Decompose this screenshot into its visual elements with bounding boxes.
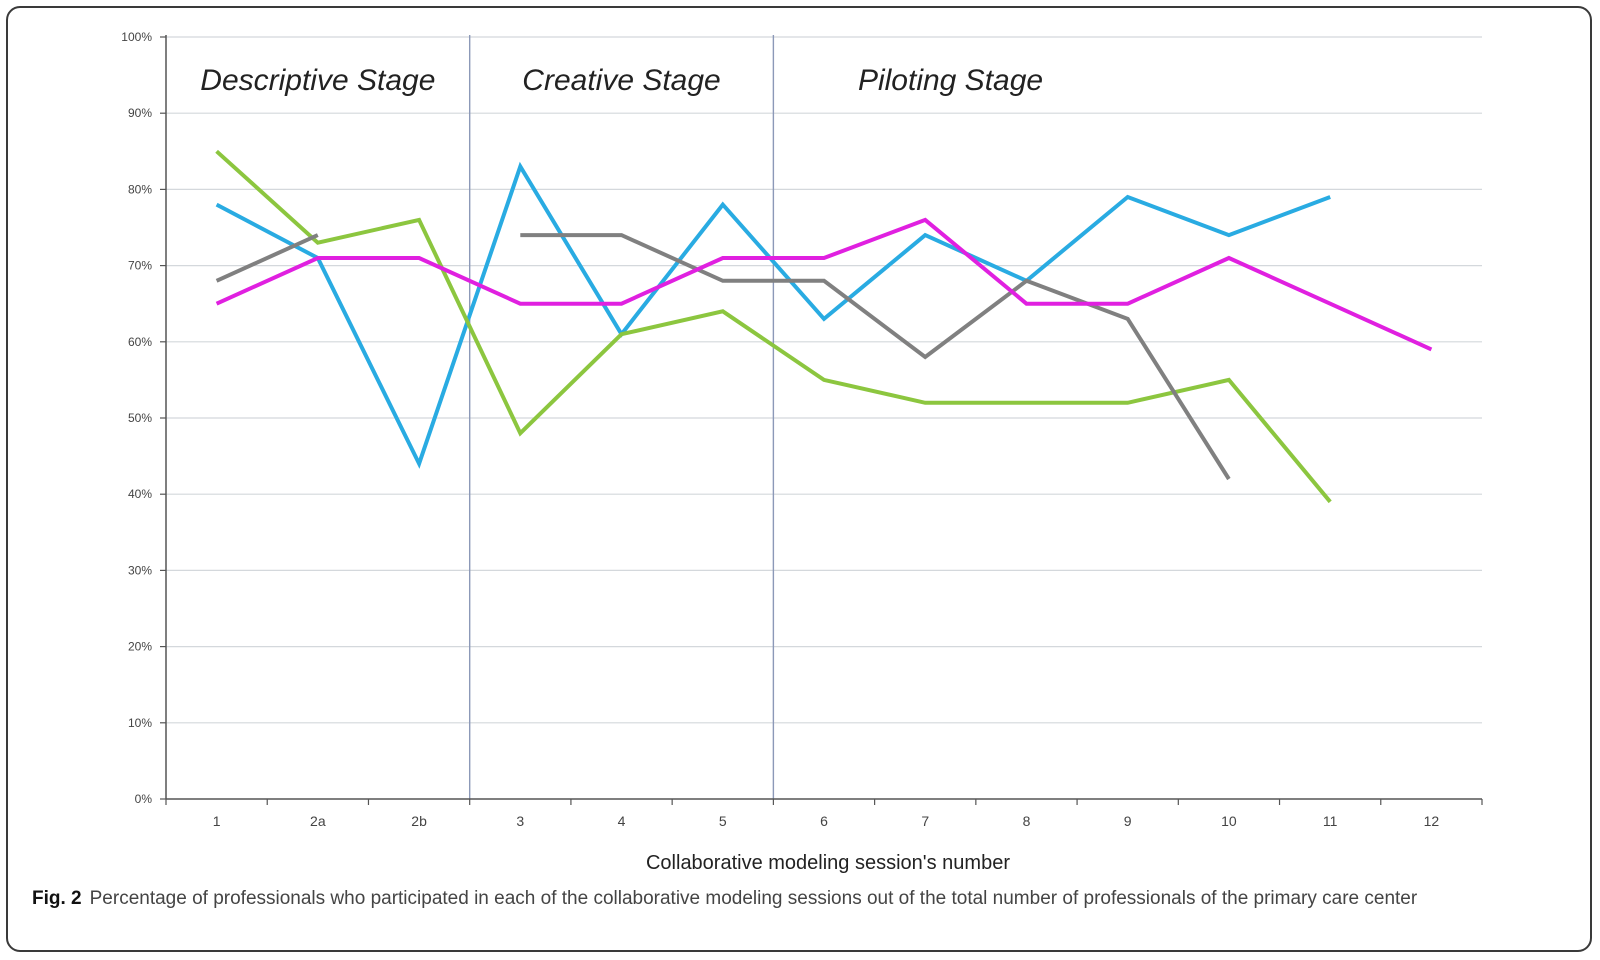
y-tick-label: 0%	[135, 792, 153, 806]
x-tick-label: 8	[1023, 813, 1031, 829]
series-line	[215, 217, 1433, 352]
axes: 0% 10% 20% 30% 40% 50% 60% 70% 80% 90% 100% 1 2a 2b 3 4…	[121, 30, 1483, 829]
y-tick-label: 80%	[128, 182, 152, 196]
x-tick-label: 4	[618, 813, 626, 829]
caption-text: Percentage of professionals who particip…	[89, 888, 1418, 909]
series-line	[215, 161, 1331, 469]
series-lines	[215, 149, 1433, 504]
y-tick-label: 50%	[128, 411, 152, 425]
stage-label: Descriptive Stage	[200, 64, 435, 97]
y-tick-label: 60%	[128, 335, 152, 349]
x-tick-label: 1	[213, 813, 221, 829]
stage-label: Piloting Stage	[858, 64, 1043, 97]
x-tick-label: 7	[921, 813, 929, 829]
grid-lines	[166, 36, 1482, 724]
y-tick-label: 90%	[128, 106, 152, 120]
x-tick-label: 11	[1323, 813, 1338, 829]
stage-dividers: Descriptive Stage Creative Stage Piloting …	[200, 35, 1043, 799]
line-chart: Descriptive Stage Creative Stage Piloting …	[121, 30, 1483, 874]
figure-frame	[6, 6, 1592, 952]
x-tick-label: 9	[1124, 813, 1132, 829]
x-tick-label: 10	[1221, 813, 1237, 829]
y-tick-label: 30%	[128, 563, 152, 577]
y-tick-label: 10%	[128, 716, 152, 730]
figure-label: Fig. 2	[32, 888, 82, 909]
series-line	[215, 233, 319, 283]
x-tick-label: 3	[516, 813, 524, 829]
y-tick-label: 20%	[128, 640, 152, 654]
y-tick-label: 100%	[121, 30, 152, 44]
x-tick-label: 2a	[310, 813, 326, 829]
x-tick-label: 5	[719, 813, 727, 829]
y-tick-label: 40%	[128, 487, 152, 501]
y-tick-label: 70%	[128, 259, 152, 273]
x-tick-label: 2b	[411, 813, 427, 829]
x-axis-title: Collaborative modeling session's number	[646, 852, 1010, 874]
stage-label: Creative Stage	[522, 64, 720, 97]
x-tick-label: 12	[1424, 813, 1440, 829]
series-line	[520, 233, 1231, 481]
figure-caption: Fig. 2 Percentage of professionals who pa…	[32, 884, 1572, 914]
x-tick-label: 6	[820, 813, 828, 829]
series-line	[215, 149, 1332, 504]
